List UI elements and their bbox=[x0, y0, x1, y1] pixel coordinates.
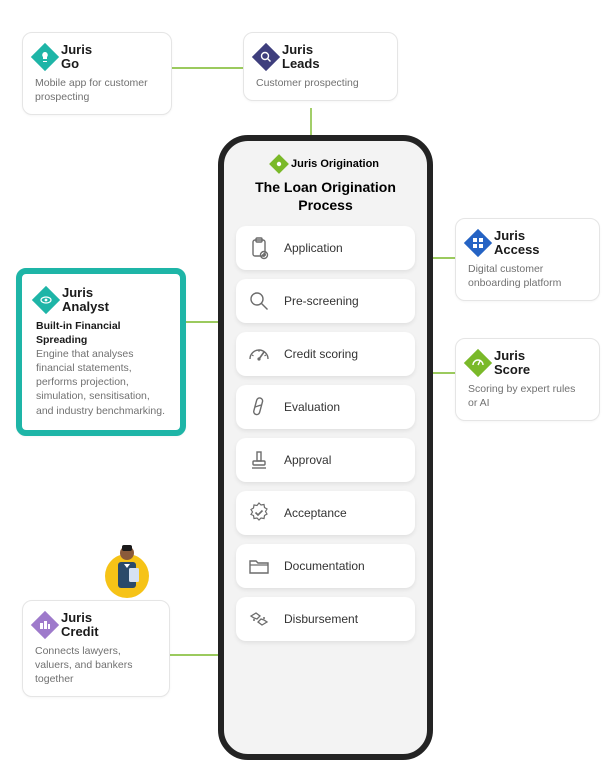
card-title: JurisAnalyst bbox=[62, 286, 109, 315]
card-juris-leads: JurisLeads Customer prospecting bbox=[243, 32, 398, 101]
step-approval: Approval bbox=[236, 438, 415, 482]
step-evaluation: Evaluation bbox=[236, 385, 415, 429]
step-label: Disbursement bbox=[284, 612, 358, 626]
step-label: Documentation bbox=[284, 559, 365, 573]
step-application: Application bbox=[236, 226, 415, 270]
card-desc: Scoring by expert rules or AI bbox=[468, 382, 587, 410]
card-desc: Mobile app for customer prospecting bbox=[35, 76, 159, 104]
person-avatar-icon bbox=[98, 540, 156, 598]
card-desc: Customer prospecting bbox=[256, 76, 385, 90]
step-label: Pre-screening bbox=[284, 294, 359, 308]
grid-icon bbox=[464, 229, 492, 257]
card-title: JurisAccess bbox=[494, 229, 540, 258]
checkseal-icon bbox=[246, 500, 272, 526]
phone-logo-text: Juris Origination bbox=[291, 158, 379, 170]
step-label: Application bbox=[284, 241, 343, 255]
target-icon bbox=[252, 43, 280, 71]
phone-logo: Juris Origination bbox=[236, 155, 415, 173]
card-desc: Connects lawyers, valuers, and bankers t… bbox=[35, 644, 157, 687]
card-title: JurisScore bbox=[494, 349, 530, 378]
search-icon bbox=[246, 288, 272, 314]
card-juris-score: JurisScore Scoring by expert rules or AI bbox=[455, 338, 600, 421]
card-title: JurisGo bbox=[61, 43, 92, 72]
stamp-icon bbox=[246, 447, 272, 473]
step-label: Approval bbox=[284, 453, 331, 467]
eye-icon bbox=[32, 286, 60, 314]
step-disbursement: Disbursement bbox=[236, 597, 415, 641]
card-desc: Digital customer onboarding platform bbox=[468, 262, 587, 290]
step-credit-scoring: Credit scoring bbox=[236, 332, 415, 376]
application-icon bbox=[246, 235, 272, 261]
phone-title: The Loan Origination Process bbox=[236, 179, 415, 214]
dial-icon bbox=[464, 349, 492, 377]
step-label: Evaluation bbox=[284, 400, 340, 414]
card-title: JurisLeads bbox=[282, 43, 320, 72]
card-juris-go: JurisGo Mobile app for customer prospect… bbox=[22, 32, 172, 115]
step-label: Credit scoring bbox=[284, 347, 358, 361]
step-pre-screening: Pre-screening bbox=[236, 279, 415, 323]
origination-icon bbox=[269, 154, 289, 174]
step-acceptance: Acceptance bbox=[236, 491, 415, 535]
card-title: JurisCredit bbox=[61, 611, 99, 640]
gauge-icon bbox=[246, 341, 272, 367]
phone-frame: Juris Origination The Loan Origination P… bbox=[218, 135, 433, 760]
card-juris-access: JurisAccess Digital customer onboarding … bbox=[455, 218, 600, 301]
buildings-icon bbox=[31, 611, 59, 639]
bulb-icon bbox=[31, 43, 59, 71]
tube-icon bbox=[246, 394, 272, 420]
card-desc: Built-in Financial Spreading Engine that… bbox=[36, 319, 166, 418]
card-juris-credit: JurisCredit Connects lawyers, valuers, a… bbox=[22, 600, 170, 697]
handshake-icon bbox=[246, 606, 272, 632]
step-documentation: Documentation bbox=[236, 544, 415, 588]
folder-icon bbox=[246, 553, 272, 579]
step-label: Acceptance bbox=[284, 506, 347, 520]
card-juris-analyst: JurisAnalyst Built-in Financial Spreadin… bbox=[16, 268, 186, 436]
